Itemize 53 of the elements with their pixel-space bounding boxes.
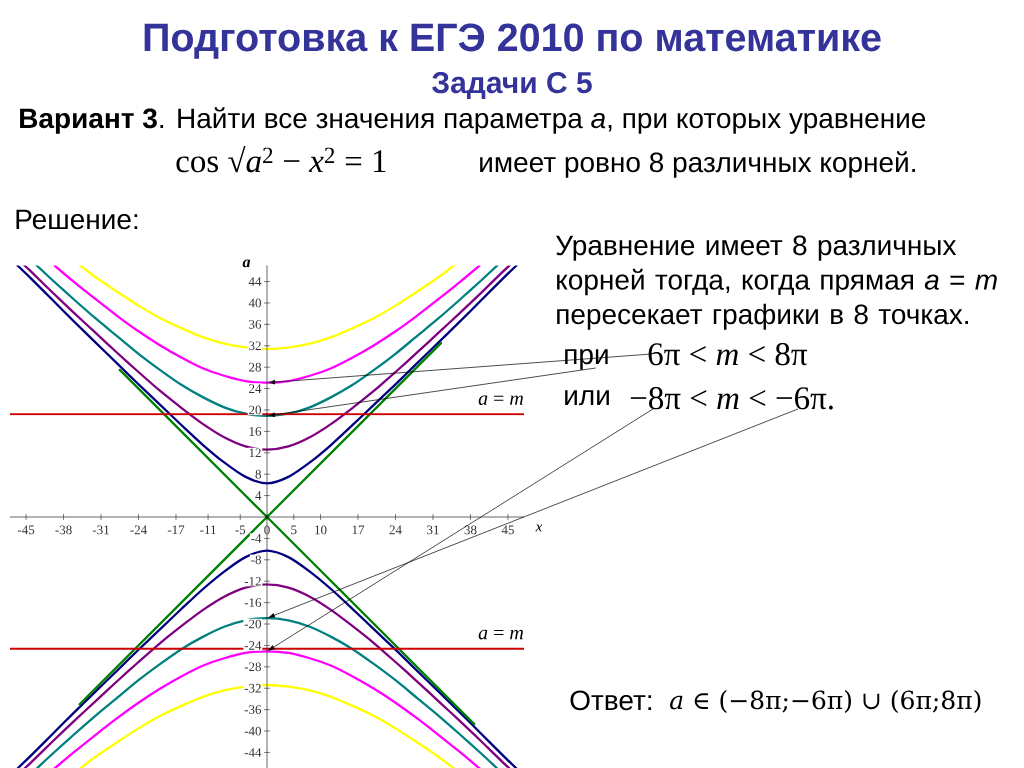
- text: при: [565, 348, 608, 370]
- y-tick-label: 20: [249, 405, 262, 415]
- y-tick-label: -20: [244, 619, 262, 629]
- x-tick-label: -11: [200, 525, 216, 535]
- y-tick-label: 4: [255, 491, 262, 500]
- x-tick-label: -45: [17, 525, 35, 535]
- text: имеет ровно 8 различных корней.: [480, 151, 915, 178]
- ref-line-label: a = m: [478, 629, 523, 640]
- y-tick-label: 40: [248, 298, 262, 308]
- text: a ∈ (−8π;−6π) ∪ (6π;8π): [670, 690, 981, 713]
- x-tick-label: -5: [235, 525, 246, 535]
- x-tick-label: 10: [315, 525, 327, 535]
- x-tick-label: -17: [167, 525, 185, 535]
- x-tick-label: 45: [501, 525, 514, 535]
- y-tick-label: 28: [249, 362, 262, 372]
- text: −8π < m < −6π.: [630, 387, 833, 410]
- y-tick-label: 24: [249, 384, 262, 393]
- chart-title: Подготовка к ЕГЭ 2010 по математике: [144, 23, 881, 59]
- text: Уравнение имеет 8 различных корней тогда, когда прямая a = m пересекает графики в 8 точках.: [555, 235, 997, 330]
- y-tick-label: -12: [244, 576, 261, 586]
- text: 6π < m < 8π: [648, 343, 808, 366]
- x-tick-label: 38: [464, 525, 477, 535]
- x-axis-title: x: [535, 524, 543, 532]
- y-tick-label: -36: [244, 705, 262, 714]
- x-tick-label: 0: [264, 525, 270, 535]
- y-tick-label: -32: [244, 683, 261, 693]
- x-tick-label: 31: [427, 525, 439, 535]
- y-tick-label: -44: [244, 748, 262, 757]
- text: или: [565, 390, 609, 406]
- y-axis-title: a: [242, 259, 251, 268]
- ref-line-label: a = m: [478, 395, 523, 406]
- y-tick-label: 16: [249, 427, 262, 436]
- x-tick-label: -31: [92, 525, 109, 535]
- y-tick-label: -8: [251, 555, 262, 565]
- text: Вариант 3. Найти все значения параметра a, при которых уравнение: [20, 107, 926, 134]
- x-tick-label: 17: [352, 525, 365, 535]
- y-tick-label: 44: [248, 277, 262, 286]
- y-tick-label: 12: [249, 448, 261, 458]
- text: Ответ:: [570, 690, 652, 711]
- chart-subtitle: Задачи С 5: [432, 72, 592, 99]
- y-tick-label: -16: [244, 598, 262, 607]
- text: Решение:: [16, 209, 138, 230]
- y-tick-label: 8: [255, 469, 262, 479]
- x-tick-label: -38: [55, 525, 72, 535]
- x-tick-label: 5: [291, 525, 297, 535]
- y-tick-label: 32: [249, 341, 261, 351]
- y-tick-label: -4: [251, 534, 262, 543]
- y-tick-label: -40: [244, 726, 262, 736]
- text: cos √a$^{2}$ − x$^{2}$ = 1: [176, 145, 386, 173]
- x-tick-label: 24: [389, 525, 402, 535]
- y-tick-label: -28: [244, 662, 262, 672]
- x-tick-label: -24: [130, 525, 147, 535]
- y-tick-label: 36: [249, 319, 262, 329]
